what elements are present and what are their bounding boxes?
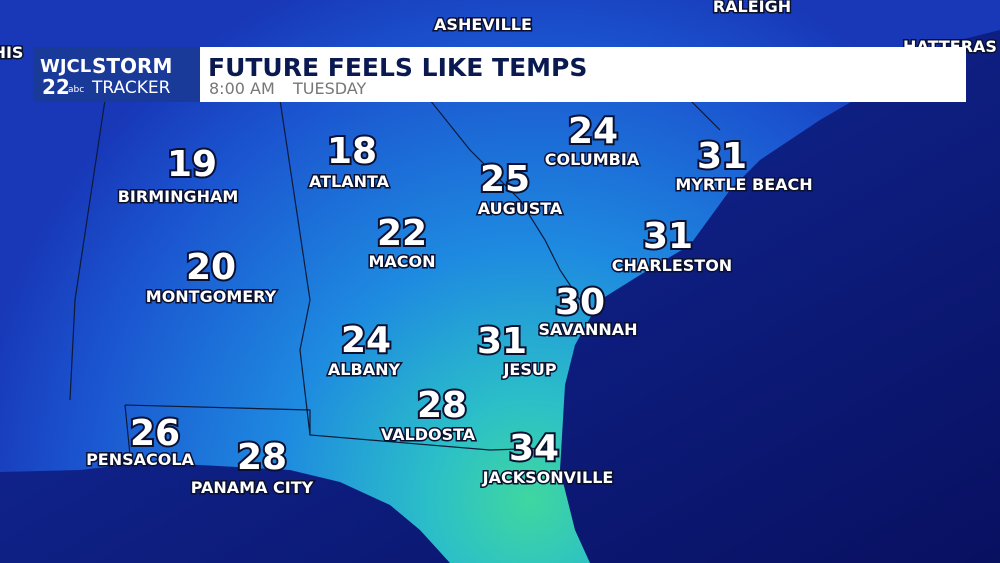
city-name: ATLANTA bbox=[309, 172, 390, 191]
city-temp: 31 bbox=[643, 216, 693, 257]
city-name: ALBANY bbox=[328, 360, 401, 379]
city-temp: 28 bbox=[417, 385, 467, 426]
title: FUTURE FEELS LIKE TEMPS bbox=[208, 53, 587, 82]
city-name: COLUMBIA bbox=[545, 150, 640, 169]
city-temp: 34 bbox=[509, 428, 559, 469]
ga-sc-border bbox=[429, 99, 581, 301]
map-label: HIS bbox=[0, 43, 23, 62]
logo-station: WJCL bbox=[40, 56, 91, 77]
al-ga-border bbox=[279, 99, 311, 436]
title-bar bbox=[200, 47, 966, 102]
city-name: JACKSONVILLE bbox=[482, 468, 614, 487]
logo-channel: 22 bbox=[42, 75, 70, 99]
city-temp: 26 bbox=[130, 413, 180, 454]
city-name: PENSACOLA bbox=[86, 450, 194, 469]
logo-network: abc bbox=[68, 85, 84, 95]
city-temp: 31 bbox=[477, 321, 527, 362]
city-temp: 18 bbox=[327, 131, 377, 172]
city-temp: 25 bbox=[480, 159, 530, 200]
city-temp: 19 bbox=[167, 144, 217, 185]
al-fl-border bbox=[124, 404, 131, 456]
time: 8:00 AM bbox=[209, 79, 275, 98]
city-name: MACON bbox=[368, 252, 435, 271]
logo-brand-bottom: TRACKER bbox=[91, 78, 171, 98]
city-name: CHARLESTON bbox=[612, 256, 732, 275]
day: TUESDAY bbox=[292, 79, 366, 98]
city-name: JESUP bbox=[502, 360, 556, 379]
city-name: BIRMINGHAM bbox=[118, 187, 239, 206]
city-temp: 24 bbox=[568, 111, 618, 152]
map-label: ASHEVILLE bbox=[434, 15, 532, 34]
city-temp: 28 bbox=[237, 437, 287, 478]
city-name: SAVANNAH bbox=[538, 320, 637, 339]
city-temp: 30 bbox=[555, 282, 605, 323]
city-temp: 22 bbox=[377, 213, 427, 254]
al-ms-border bbox=[69, 99, 106, 401]
logo-box bbox=[33, 47, 203, 102]
city-temp: 24 bbox=[341, 320, 391, 361]
city-name: PANAMA CITY bbox=[191, 478, 314, 497]
city-name: MONTGOMERY bbox=[146, 287, 277, 306]
city-temp: 31 bbox=[697, 136, 747, 177]
city-name: AUGUSTA bbox=[478, 199, 563, 218]
banner: WJCL 22 abc STORM TRACKER FUTURE FEELS L… bbox=[33, 47, 966, 102]
city-name: VALDOSTA bbox=[381, 425, 476, 444]
city-name: MYRTLE BEACH bbox=[675, 175, 812, 194]
fl-border bbox=[124, 404, 549, 451]
nc-sc-border bbox=[689, 99, 721, 131]
state-lines bbox=[69, 99, 721, 456]
logo-brand-top: STORM bbox=[92, 54, 172, 78]
map-label: RALEIGH bbox=[713, 0, 791, 16]
city-temp: 20 bbox=[186, 247, 236, 288]
